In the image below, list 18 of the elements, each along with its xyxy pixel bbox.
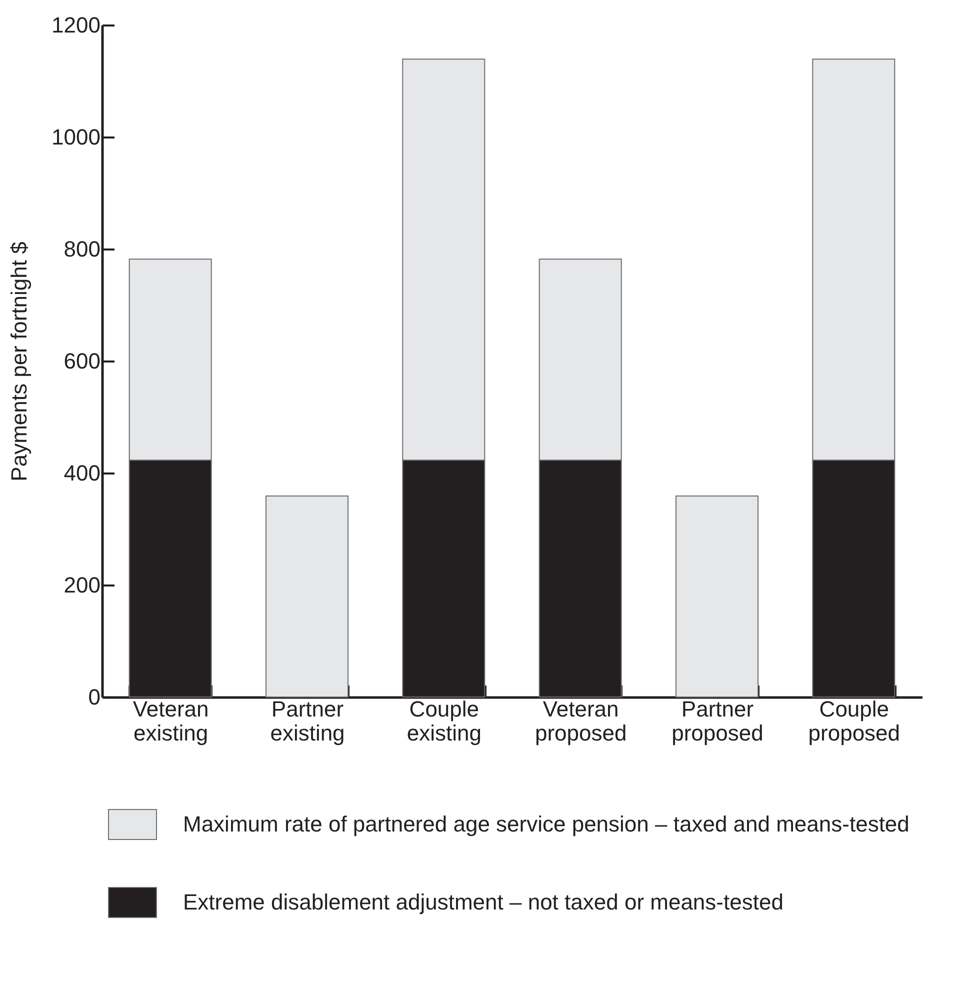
bar <box>676 495 758 698</box>
x-tick-label: Couple proposed <box>808 696 900 746</box>
legend-label: Maximum rate of partnered age service pension – taxed and means-tested <box>183 812 910 836</box>
y-tick-label: 600 <box>64 348 100 374</box>
y-axis-title: Payments per fortnight $ <box>6 242 32 482</box>
y-tick-label: 200 <box>64 572 100 598</box>
y-tick-label: 400 <box>64 460 100 486</box>
x-tick-label: Couple existing <box>406 696 482 746</box>
legend-label: Extreme disablement adjustment – not taxed or means-tested <box>183 890 784 914</box>
bar <box>266 495 348 698</box>
x-tick-label: Partner existing <box>270 696 345 746</box>
x-tick-label: Veteran existing <box>132 696 209 746</box>
y-tick-label: 0 <box>88 684 100 710</box>
x-tick-label: Veteran proposed <box>534 696 627 746</box>
y-tick-label: 1000 <box>52 124 100 150</box>
x-tick-label: Partner proposed <box>672 696 764 746</box>
y-tick-label: 800 <box>64 236 100 262</box>
y-tick-label: 1200 <box>52 12 100 38</box>
